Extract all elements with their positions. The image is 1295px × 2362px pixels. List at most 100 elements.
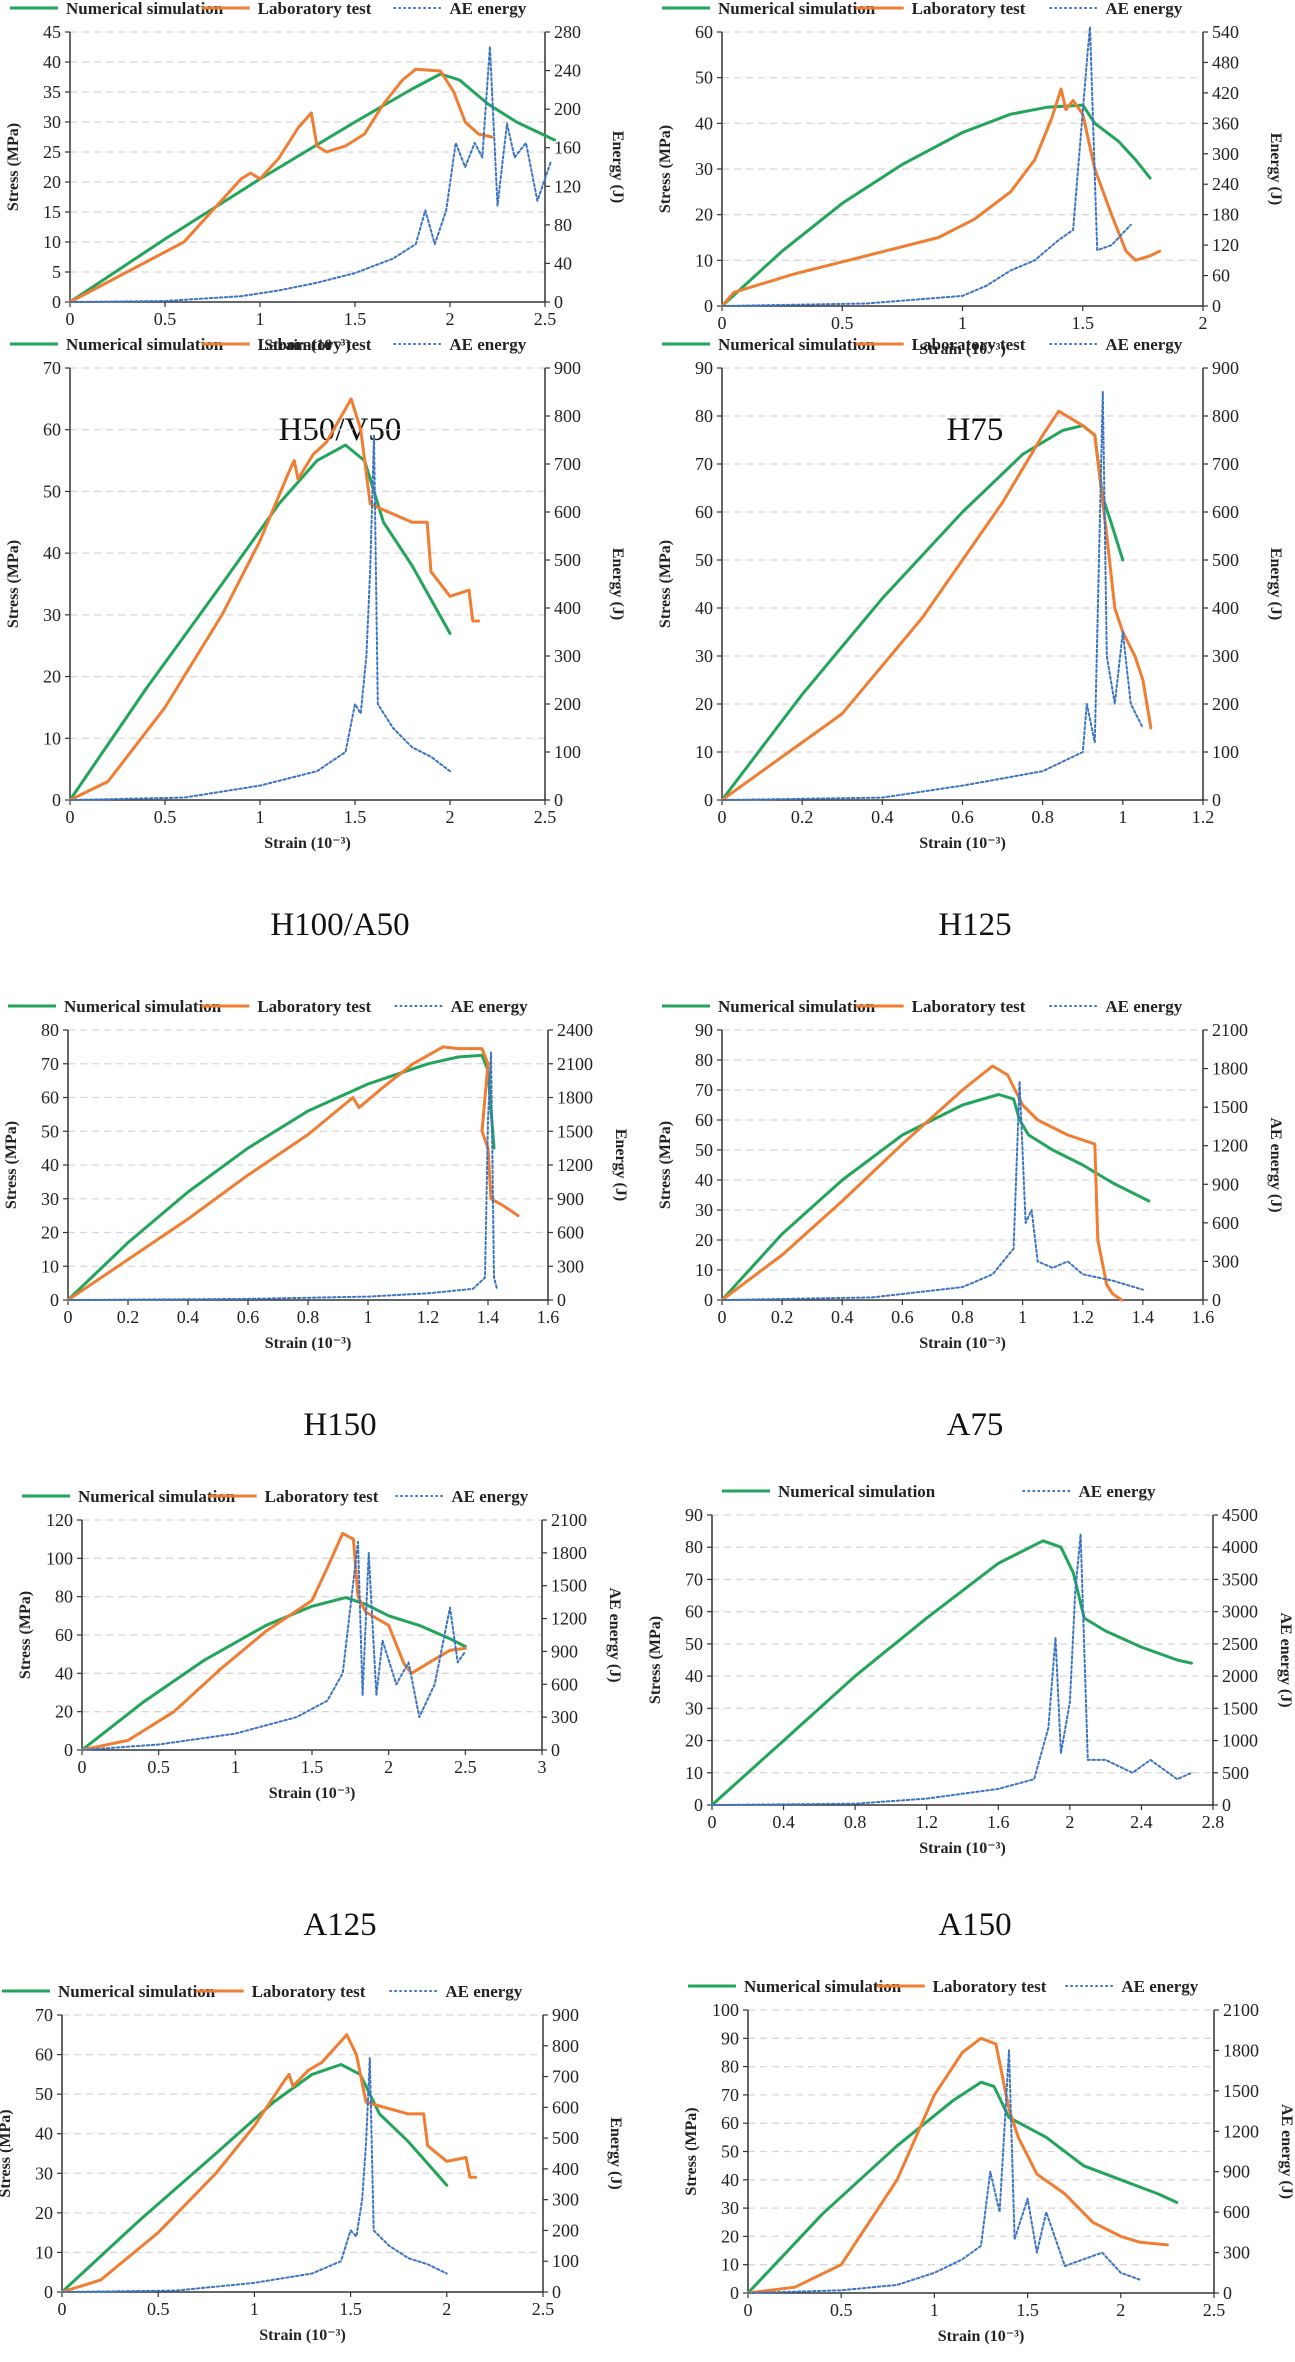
- y2-tick-label: 500: [552, 2128, 579, 2148]
- y-tick-label: 70: [685, 1569, 703, 1589]
- y2-axis-label: AE energy (J): [1278, 2104, 1295, 2199]
- legend-label-laboratory: Laboratory test: [933, 1977, 1047, 1996]
- x-tick-label: 1: [250, 2299, 259, 2319]
- x-tick-label: 0.5: [147, 1757, 170, 1777]
- x-tick-label: 0.2: [771, 1307, 794, 1327]
- y-tick-label: 50: [685, 1634, 703, 1654]
- y2-tick-label: 1800: [551, 1543, 587, 1563]
- x-tick-label: 0.5: [831, 313, 854, 333]
- chart-panel-6: 0 0.2 0.4 0.6 0.8 1 1.2 1.4 1.601020304050607080…: [657, 997, 1284, 1352]
- y2-tick-label: 200: [554, 694, 581, 714]
- y-tick-label: 10: [35, 2242, 53, 2262]
- series-ae-line: [711, 1533, 1193, 1806]
- x-tick-label: 0: [718, 807, 727, 827]
- y-tick-label: 0: [694, 1795, 703, 1815]
- y-axis-label: Stress (MPa): [683, 2107, 700, 2195]
- y-tick-label: 0: [52, 292, 61, 312]
- y-axis-label: Stress (MPa): [647, 1616, 664, 1704]
- chart-caption: H150: [303, 1407, 376, 1443]
- y-tick-label: 30: [35, 2163, 53, 2183]
- y-tick-label: 20: [43, 667, 61, 687]
- x-tick-label: 0.8: [844, 1812, 867, 1832]
- legend-label-ae: AE energy: [445, 1982, 522, 2001]
- y2-tick-label: 400: [1212, 598, 1239, 618]
- y2-tick-label: 180: [1212, 205, 1239, 225]
- y-tick-label: 40: [43, 543, 61, 563]
- y2-tick-label: 2500: [1222, 1634, 1258, 1654]
- y2-tick-label: 1500: [551, 1576, 587, 1596]
- x-tick-label: 2.5: [532, 2299, 555, 2319]
- y2-tick-label: 2100: [557, 1054, 593, 1074]
- y-tick-label: 40: [695, 113, 713, 133]
- y-tick-label: 70: [695, 454, 713, 474]
- y2-tick-label: 800: [554, 406, 581, 426]
- y-tick-label: 120: [46, 1510, 73, 1530]
- series-laboratory-line: [60, 2033, 478, 2294]
- y-tick-label: 20: [41, 1223, 59, 1243]
- x-tick-label: 0: [744, 2300, 753, 2320]
- series-laboratory-line: [746, 2036, 1169, 2295]
- y-tick-label: 30: [695, 646, 713, 666]
- x-tick-label: 0.8: [297, 1307, 320, 1327]
- x-tick-label: 0: [708, 1812, 717, 1832]
- y-axis-label: Stress (MPa): [0, 2109, 14, 2197]
- y2-tick-label: 600: [1223, 2202, 1250, 2222]
- y2-tick-label: 200: [554, 99, 581, 119]
- series-ae-line: [721, 25, 1132, 307]
- y2-tick-label: 2100: [551, 1510, 587, 1530]
- y-tick-label: 50: [43, 481, 61, 501]
- y-tick-label: 80: [695, 406, 713, 426]
- x-tick-label: 0.5: [154, 309, 177, 329]
- x-tick-label: 1: [930, 2300, 939, 2320]
- y2-tick-label: 0: [1222, 1795, 1231, 1815]
- y2-tick-label: 200: [552, 2220, 579, 2240]
- legend-label-ae: AE energy: [1079, 1482, 1156, 1501]
- y-tick-label: 20: [695, 694, 713, 714]
- series-laboratory-line: [68, 397, 480, 802]
- y-tick-label: 40: [695, 598, 713, 618]
- legend-label-numerical: Numerical simulation: [58, 1982, 216, 2001]
- y2-tick-label: 900: [552, 2005, 579, 2025]
- y2-tick-label: 4500: [1222, 1505, 1258, 1525]
- x-tick-label: 1.4: [477, 1307, 500, 1327]
- y-tick-label: 70: [43, 358, 61, 378]
- y-tick-label: 30: [685, 1698, 703, 1718]
- x-axis-label: Strain (10⁻³): [265, 1335, 352, 1352]
- y-tick-label: 0: [50, 1290, 59, 1310]
- y-axis-label: Stress (MPa): [3, 1121, 20, 1209]
- y-tick-label: 80: [41, 1020, 59, 1040]
- x-tick-label: 1: [1118, 807, 1127, 827]
- x-tick-label: 1.5: [339, 2299, 362, 2319]
- x-tick-label: 1.2: [417, 1307, 440, 1327]
- y-tick-label: 40: [721, 2170, 739, 2190]
- chart-panel-3: 0 0.5 1 1.5 2 2.50102030405060700100200300400…: [5, 335, 626, 852]
- series-numerical-line: [66, 1053, 496, 1302]
- y2-tick-label: 240: [554, 61, 581, 81]
- y-tick-label: 100: [46, 1548, 73, 1568]
- y2-tick-label: 300: [1223, 2243, 1250, 2263]
- x-tick-label: 2.5: [534, 807, 557, 827]
- series-ae-line: [721, 1080, 1144, 1301]
- series-numerical-line: [60, 2063, 449, 2294]
- y-tick-label: 70: [35, 2005, 53, 2025]
- y-tick-label: 90: [695, 1020, 713, 1040]
- y-tick-label: 0: [730, 2283, 739, 2303]
- y-tick-label: 70: [695, 1080, 713, 1100]
- legend-label-numerical: Numerical simulation: [718, 997, 876, 1016]
- y2-tick-label: 0: [551, 1740, 560, 1760]
- y2-tick-label: 500: [1222, 1763, 1249, 1783]
- y2-tick-label: 240: [1212, 174, 1239, 194]
- y2-tick-label: 900: [551, 1641, 578, 1661]
- x-axis-label: Strain (10⁻³): [919, 835, 1006, 852]
- y-tick-label: 30: [43, 605, 61, 625]
- chart-caption: H100/A50: [270, 907, 409, 943]
- y-tick-label: 40: [695, 1170, 713, 1190]
- y-tick-label: 20: [685, 1731, 703, 1751]
- y-tick-label: 40: [685, 1666, 703, 1686]
- y-tick-label: 60: [55, 1625, 73, 1645]
- y2-tick-label: 400: [554, 598, 581, 618]
- y-tick-label: 40: [41, 1155, 59, 1175]
- y-tick-label: 0: [704, 1290, 713, 1310]
- x-axis-label: Strain (10⁻³): [919, 341, 1006, 358]
- y-tick-label: 50: [41, 1121, 59, 1141]
